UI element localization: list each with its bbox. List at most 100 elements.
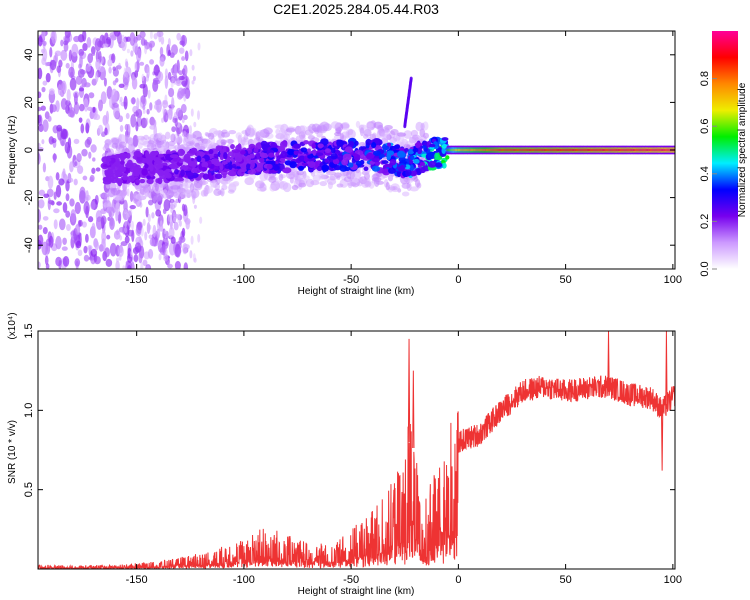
- spectrogram-cell: [71, 43, 79, 57]
- spectrogram-cell: [142, 186, 149, 193]
- spectrogram-cell: [409, 76, 413, 81]
- spectrogram-cell: [170, 81, 174, 88]
- spectrogram-cell: [65, 62, 70, 69]
- colorbar-tick-label: 0.4: [699, 166, 711, 181]
- spectrogram-cell: [163, 199, 171, 212]
- spectrogram-cell: [147, 248, 154, 259]
- spectrogram-cell: [75, 223, 81, 236]
- spectrogram-cell: [153, 160, 162, 167]
- spectrogram-cell: [164, 68, 168, 79]
- spectrogram-cell: [164, 248, 168, 257]
- spectrogram-cell: [259, 152, 265, 158]
- spectrogram-cell: [165, 114, 169, 121]
- spectrogram-cell: [80, 123, 85, 134]
- spectrogram-x-axis-title: Height of straight line (km): [298, 286, 415, 297]
- spectrogram-cell: [38, 152, 41, 165]
- spectrogram-cell: [170, 207, 174, 214]
- spectrogram-cell: [315, 152, 324, 157]
- spectrogram-cell: [355, 120, 361, 128]
- spectrogram-cell: [151, 212, 155, 219]
- spectrogram-cell: [397, 132, 407, 137]
- spectrogram-x-tick-label: -50: [343, 274, 359, 286]
- spectrogram-cell: [285, 127, 296, 133]
- spectrogram-cell: [62, 202, 68, 213]
- spectrogram-cell: [82, 175, 88, 181]
- spectrogram-cell: [109, 157, 117, 163]
- spectrogram-cell: [58, 59, 63, 68]
- snr-scale-label: (x10⁴): [7, 312, 18, 339]
- spectrogram-cell: [126, 152, 131, 159]
- spectrogram-cell: [60, 39, 64, 47]
- spectrogram-cell: [175, 107, 183, 118]
- spectrogram-cell: [201, 161, 209, 168]
- spectrogram-cell: [112, 103, 119, 108]
- spectrogram-cell: [116, 229, 120, 236]
- spectrogram-cell: [292, 143, 302, 149]
- spectrogram-cell: [167, 38, 171, 47]
- spectrogram-cell: [55, 256, 62, 267]
- spectrogram-cell: [64, 141, 71, 154]
- spectrogram-cell: [146, 73, 149, 82]
- spectrogram-cell: [427, 151, 437, 160]
- spectrogram-cell: [38, 106, 42, 112]
- spectrogram-cell: [147, 89, 151, 99]
- spectrogram-cell: [289, 177, 294, 184]
- spectrogram-cell: [148, 224, 152, 230]
- spectrogram-cell: [217, 129, 222, 140]
- spectrogram-cell: [95, 71, 99, 83]
- spectrogram-cell: [300, 147, 308, 153]
- spectrogram-cell: [99, 192, 110, 198]
- spectrogram-cell: [176, 77, 180, 86]
- spectrogram-cell: [190, 167, 198, 173]
- spectrogram-cell: [336, 175, 341, 180]
- spectrogram-cell: [364, 177, 371, 187]
- spectrogram-cell: [155, 139, 165, 146]
- spectrogram-cell: [416, 147, 423, 155]
- spectrogram-cell: [115, 201, 120, 216]
- spectrogram-cell: [78, 85, 85, 98]
- spectrogram-cell: [118, 254, 122, 261]
- spectrogram-y-tick-label: 0: [23, 147, 35, 153]
- spectrogram-cell: [129, 208, 133, 216]
- spectrogram-cell: [55, 235, 62, 250]
- spectrogram-cell: [311, 143, 316, 149]
- spectrogram-cell: [145, 117, 149, 126]
- spectrogram-cell: [142, 218, 146, 227]
- spectrogram-cell: [83, 98, 89, 112]
- spectrogram-cell: [142, 259, 148, 267]
- spectrogram-cell: [38, 261, 41, 269]
- spectrogram-cell: [167, 257, 171, 268]
- spectrogram-cell: [386, 142, 392, 147]
- snr-x-tick-label: -100: [233, 574, 255, 586]
- spectrogram-cell: [129, 205, 136, 210]
- spectrogram-cell: [53, 191, 57, 200]
- spectrogram-cell: [409, 186, 419, 192]
- spectrogram-cell: [122, 188, 128, 197]
- spectrogram-cell: [68, 49, 72, 62]
- spectrogram-cell: [79, 186, 86, 200]
- spectrogram-cell: [308, 161, 316, 169]
- spectrogram-cell: [295, 134, 306, 143]
- spectrogram-cell: [336, 183, 344, 188]
- spectrogram-cell: [144, 44, 148, 55]
- spectrogram-cell: [222, 146, 227, 153]
- spectrogram-cell: [114, 160, 121, 166]
- spectrogram-cell: [175, 177, 185, 182]
- spectrogram-cell: [84, 196, 89, 203]
- spectrogram-cell: [62, 237, 67, 246]
- spectrogram-cell: [279, 128, 286, 135]
- spectrogram-cell: [147, 140, 155, 145]
- spectrogram-cell: [125, 72, 129, 78]
- spectrogram-cell: [62, 168, 66, 179]
- spectrogram-cell: [409, 155, 415, 161]
- snr-x-tick-label: 100: [664, 574, 682, 586]
- spectrogram-cell: [357, 176, 364, 182]
- spectrogram-cell: [367, 123, 374, 128]
- spectrogram-cell: [69, 77, 77, 91]
- spectrogram-cell: [126, 188, 130, 197]
- spectrogram-cell: [53, 219, 58, 230]
- spectrogram-cell: [178, 191, 183, 201]
- spectrogram-cell: [263, 127, 273, 135]
- spectrogram-cell: [164, 131, 171, 140]
